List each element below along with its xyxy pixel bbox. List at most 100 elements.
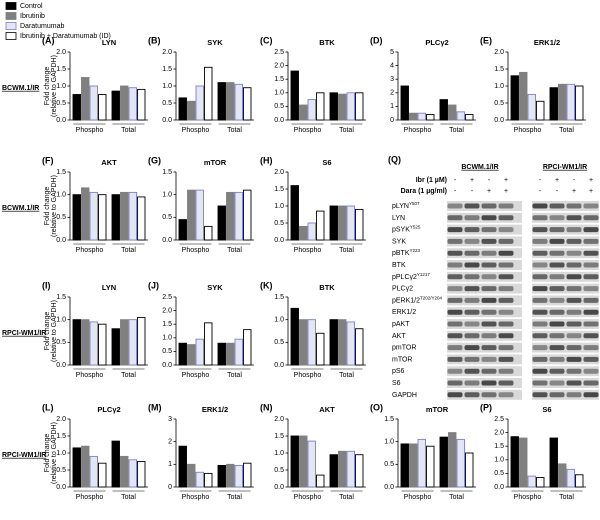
legend-swatch	[5, 22, 17, 30]
bar	[111, 440, 120, 488]
band-label: mTOR	[392, 356, 412, 363]
bar	[187, 463, 196, 488]
blot-band	[532, 238, 548, 244]
panel-label: (F)	[42, 155, 54, 165]
bar	[89, 191, 98, 241]
blot-band	[498, 227, 514, 233]
legend-swatch	[5, 32, 17, 40]
panel-label: (G)	[148, 155, 161, 165]
band-label: pmTOR	[392, 344, 416, 351]
bar	[217, 465, 226, 488]
bar	[329, 454, 338, 488]
bar	[329, 205, 338, 241]
bar	[137, 88, 146, 121]
y-tick-label: 1.0	[384, 439, 394, 446]
bar	[98, 94, 107, 121]
blot-band	[583, 227, 599, 233]
blot-band	[464, 238, 480, 244]
blot-band	[549, 286, 565, 292]
row-label: BCWM.1/IR	[2, 205, 39, 212]
bar	[290, 70, 299, 121]
blot-strip	[532, 248, 599, 259]
panel-title: AKT	[319, 405, 335, 414]
bar	[195, 338, 204, 366]
bar	[316, 92, 325, 121]
blot-band	[498, 203, 514, 209]
x-tick-label: Phospho	[514, 127, 542, 134]
bar	[355, 208, 364, 241]
y-tick-label: 0.5	[56, 214, 66, 221]
bar	[558, 463, 567, 488]
legend-swatch	[5, 12, 17, 20]
y-tick-label: 1	[168, 461, 172, 468]
y-tick-label: 0.0	[274, 237, 284, 244]
blot-band	[583, 345, 599, 351]
band-name: S6	[392, 380, 401, 387]
bar	[307, 222, 316, 241]
y-tick-label: 1.0	[274, 203, 284, 210]
blot-band	[481, 227, 497, 233]
bar	[307, 319, 316, 366]
band-name: pLYN	[392, 203, 409, 210]
bar	[417, 438, 426, 488]
blot-band	[566, 203, 582, 209]
x-tick-label: Total	[121, 127, 136, 134]
bar	[346, 92, 355, 121]
blot-band	[481, 356, 497, 362]
bar	[536, 100, 545, 121]
band-label: ERK1/2	[392, 309, 416, 316]
y-tick-label: 1.0	[56, 450, 66, 457]
y-axis-label: (relative to GAPDH)	[51, 175, 58, 237]
legend-label: Daratumumab	[20, 23, 64, 30]
x-tick-label: Phospho	[182, 494, 210, 501]
panel-label: (A)	[42, 35, 55, 45]
bar	[178, 445, 187, 488]
bar	[299, 435, 308, 488]
panel-title: mTOR	[204, 158, 227, 167]
bar	[204, 225, 213, 241]
blot-band	[549, 297, 565, 303]
y-tick-label: 5	[390, 49, 394, 56]
treatment-mark: -	[556, 188, 559, 195]
bar	[346, 321, 355, 366]
panel-title: ERK1/2	[202, 405, 228, 414]
y-tick-label: 0.5	[56, 339, 66, 346]
blot-band	[583, 333, 599, 339]
row-label: BCWM.1/IR	[2, 85, 39, 92]
band-name: pAKT	[392, 321, 410, 328]
bar	[299, 225, 308, 241]
bar	[187, 344, 196, 366]
bar	[120, 455, 129, 488]
blot-band	[549, 368, 565, 374]
bar	[316, 210, 325, 241]
blot-strip	[532, 271, 599, 282]
blot-band	[498, 356, 514, 362]
bar	[346, 205, 355, 241]
blot-band	[481, 392, 497, 398]
blot-band	[583, 274, 599, 280]
blot-band	[447, 368, 463, 374]
bar	[217, 82, 226, 121]
x-tick-label: Total	[227, 127, 242, 134]
bar	[329, 319, 338, 366]
y-tick-label: 1.0	[56, 192, 66, 199]
x-tick-label: Total	[339, 247, 354, 254]
y-tick-label: 0.5	[162, 348, 172, 355]
y-tick-label: 2.0	[274, 416, 284, 423]
panel-title: BTK	[319, 38, 335, 47]
y-tick-label: 0.5	[274, 339, 284, 346]
bar	[299, 319, 308, 366]
blot-strip	[532, 342, 599, 353]
blot-band	[583, 262, 599, 268]
panel-label: (C)	[260, 35, 273, 45]
band-name: pPLCγ2	[392, 274, 417, 281]
band-label: S6	[392, 380, 401, 387]
blot-band	[549, 380, 565, 386]
x-tick-label: Phospho	[76, 372, 104, 379]
blot-band	[583, 321, 599, 327]
y-tick-label: 1.5	[162, 169, 172, 176]
y-tick-label: 1.0	[274, 90, 284, 97]
bar	[465, 114, 474, 121]
blot-band	[447, 321, 463, 327]
y-tick-label: 1.0	[162, 335, 172, 342]
